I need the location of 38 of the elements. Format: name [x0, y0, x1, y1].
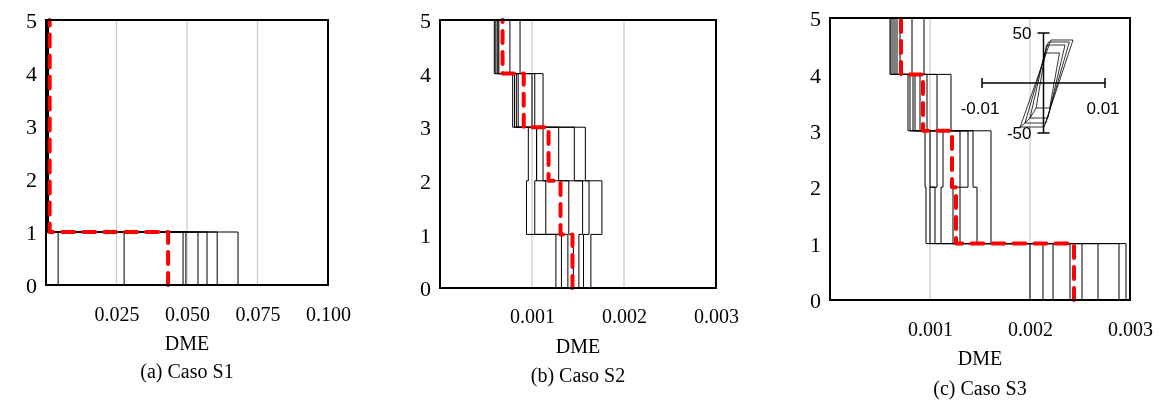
- x-axis-title: DME: [164, 332, 210, 354]
- x-axis-title: DME: [555, 335, 601, 357]
- y-tick-label: 5: [26, 8, 37, 34]
- x-tick-label: 0.050: [165, 303, 210, 326]
- x-tick-label: 0.003: [694, 305, 739, 328]
- x-tick-label: 0.01: [1086, 99, 1120, 118]
- y-tick-label: 4: [420, 61, 431, 87]
- x-tick-label: 0.075: [235, 303, 281, 326]
- y-tick-label: 3: [420, 115, 431, 141]
- y-tick-label: 50: [1012, 23, 1032, 43]
- y-tick-label: 4: [810, 62, 821, 88]
- y-tick-label: 5: [810, 6, 821, 32]
- y-tick-label: 1: [26, 220, 37, 246]
- text: (c) Caso S3: [933, 377, 1027, 400]
- text: (a) Caso S1: [140, 360, 234, 383]
- x-tick-label: 0.025: [94, 303, 140, 326]
- y-tick-label: 1: [420, 222, 431, 248]
- x-tick-label: 0.100: [306, 303, 351, 326]
- x-tick-label: 0.002: [1008, 318, 1053, 341]
- y-tick-label: 3: [810, 119, 821, 144]
- x-tick-label: 0.001: [908, 318, 953, 341]
- x-tick-label: 0.001: [510, 305, 555, 328]
- y-tick-label: 0: [26, 273, 37, 299]
- y-tick-label: 2: [810, 175, 821, 201]
- y-tick-label: 1: [810, 231, 821, 257]
- y-tick-label: 0: [420, 276, 431, 302]
- x-axis-title: DME: [957, 347, 1003, 369]
- y-tick-label: 4: [26, 61, 37, 87]
- y-tick-label: 0: [810, 288, 821, 314]
- x-tick-label: 0.003: [1108, 318, 1153, 341]
- text: (b) Caso S2: [530, 364, 626, 387]
- y-tick-label: -50: [1006, 123, 1032, 143]
- y-tick-label: 3: [26, 114, 37, 140]
- x-tick-label: -0.01: [960, 99, 1000, 118]
- y-tick-label: 2: [26, 167, 37, 193]
- y-tick-label: 2: [420, 169, 431, 194]
- x-tick-label: 0.002: [602, 305, 647, 328]
- y-tick-label: 5: [420, 8, 431, 34]
